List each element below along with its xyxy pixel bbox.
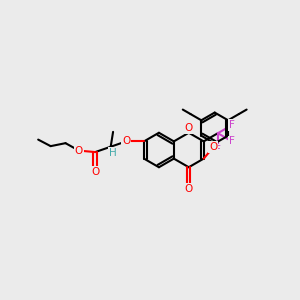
Text: O: O xyxy=(185,184,193,194)
Text: F: F xyxy=(215,145,221,154)
Text: O: O xyxy=(209,142,217,152)
Text: O: O xyxy=(185,123,193,133)
Text: H: H xyxy=(109,148,117,158)
Text: F: F xyxy=(229,120,235,130)
Text: O: O xyxy=(122,136,130,146)
Text: O: O xyxy=(75,146,83,156)
Text: F: F xyxy=(229,136,235,146)
Text: O: O xyxy=(91,167,99,177)
